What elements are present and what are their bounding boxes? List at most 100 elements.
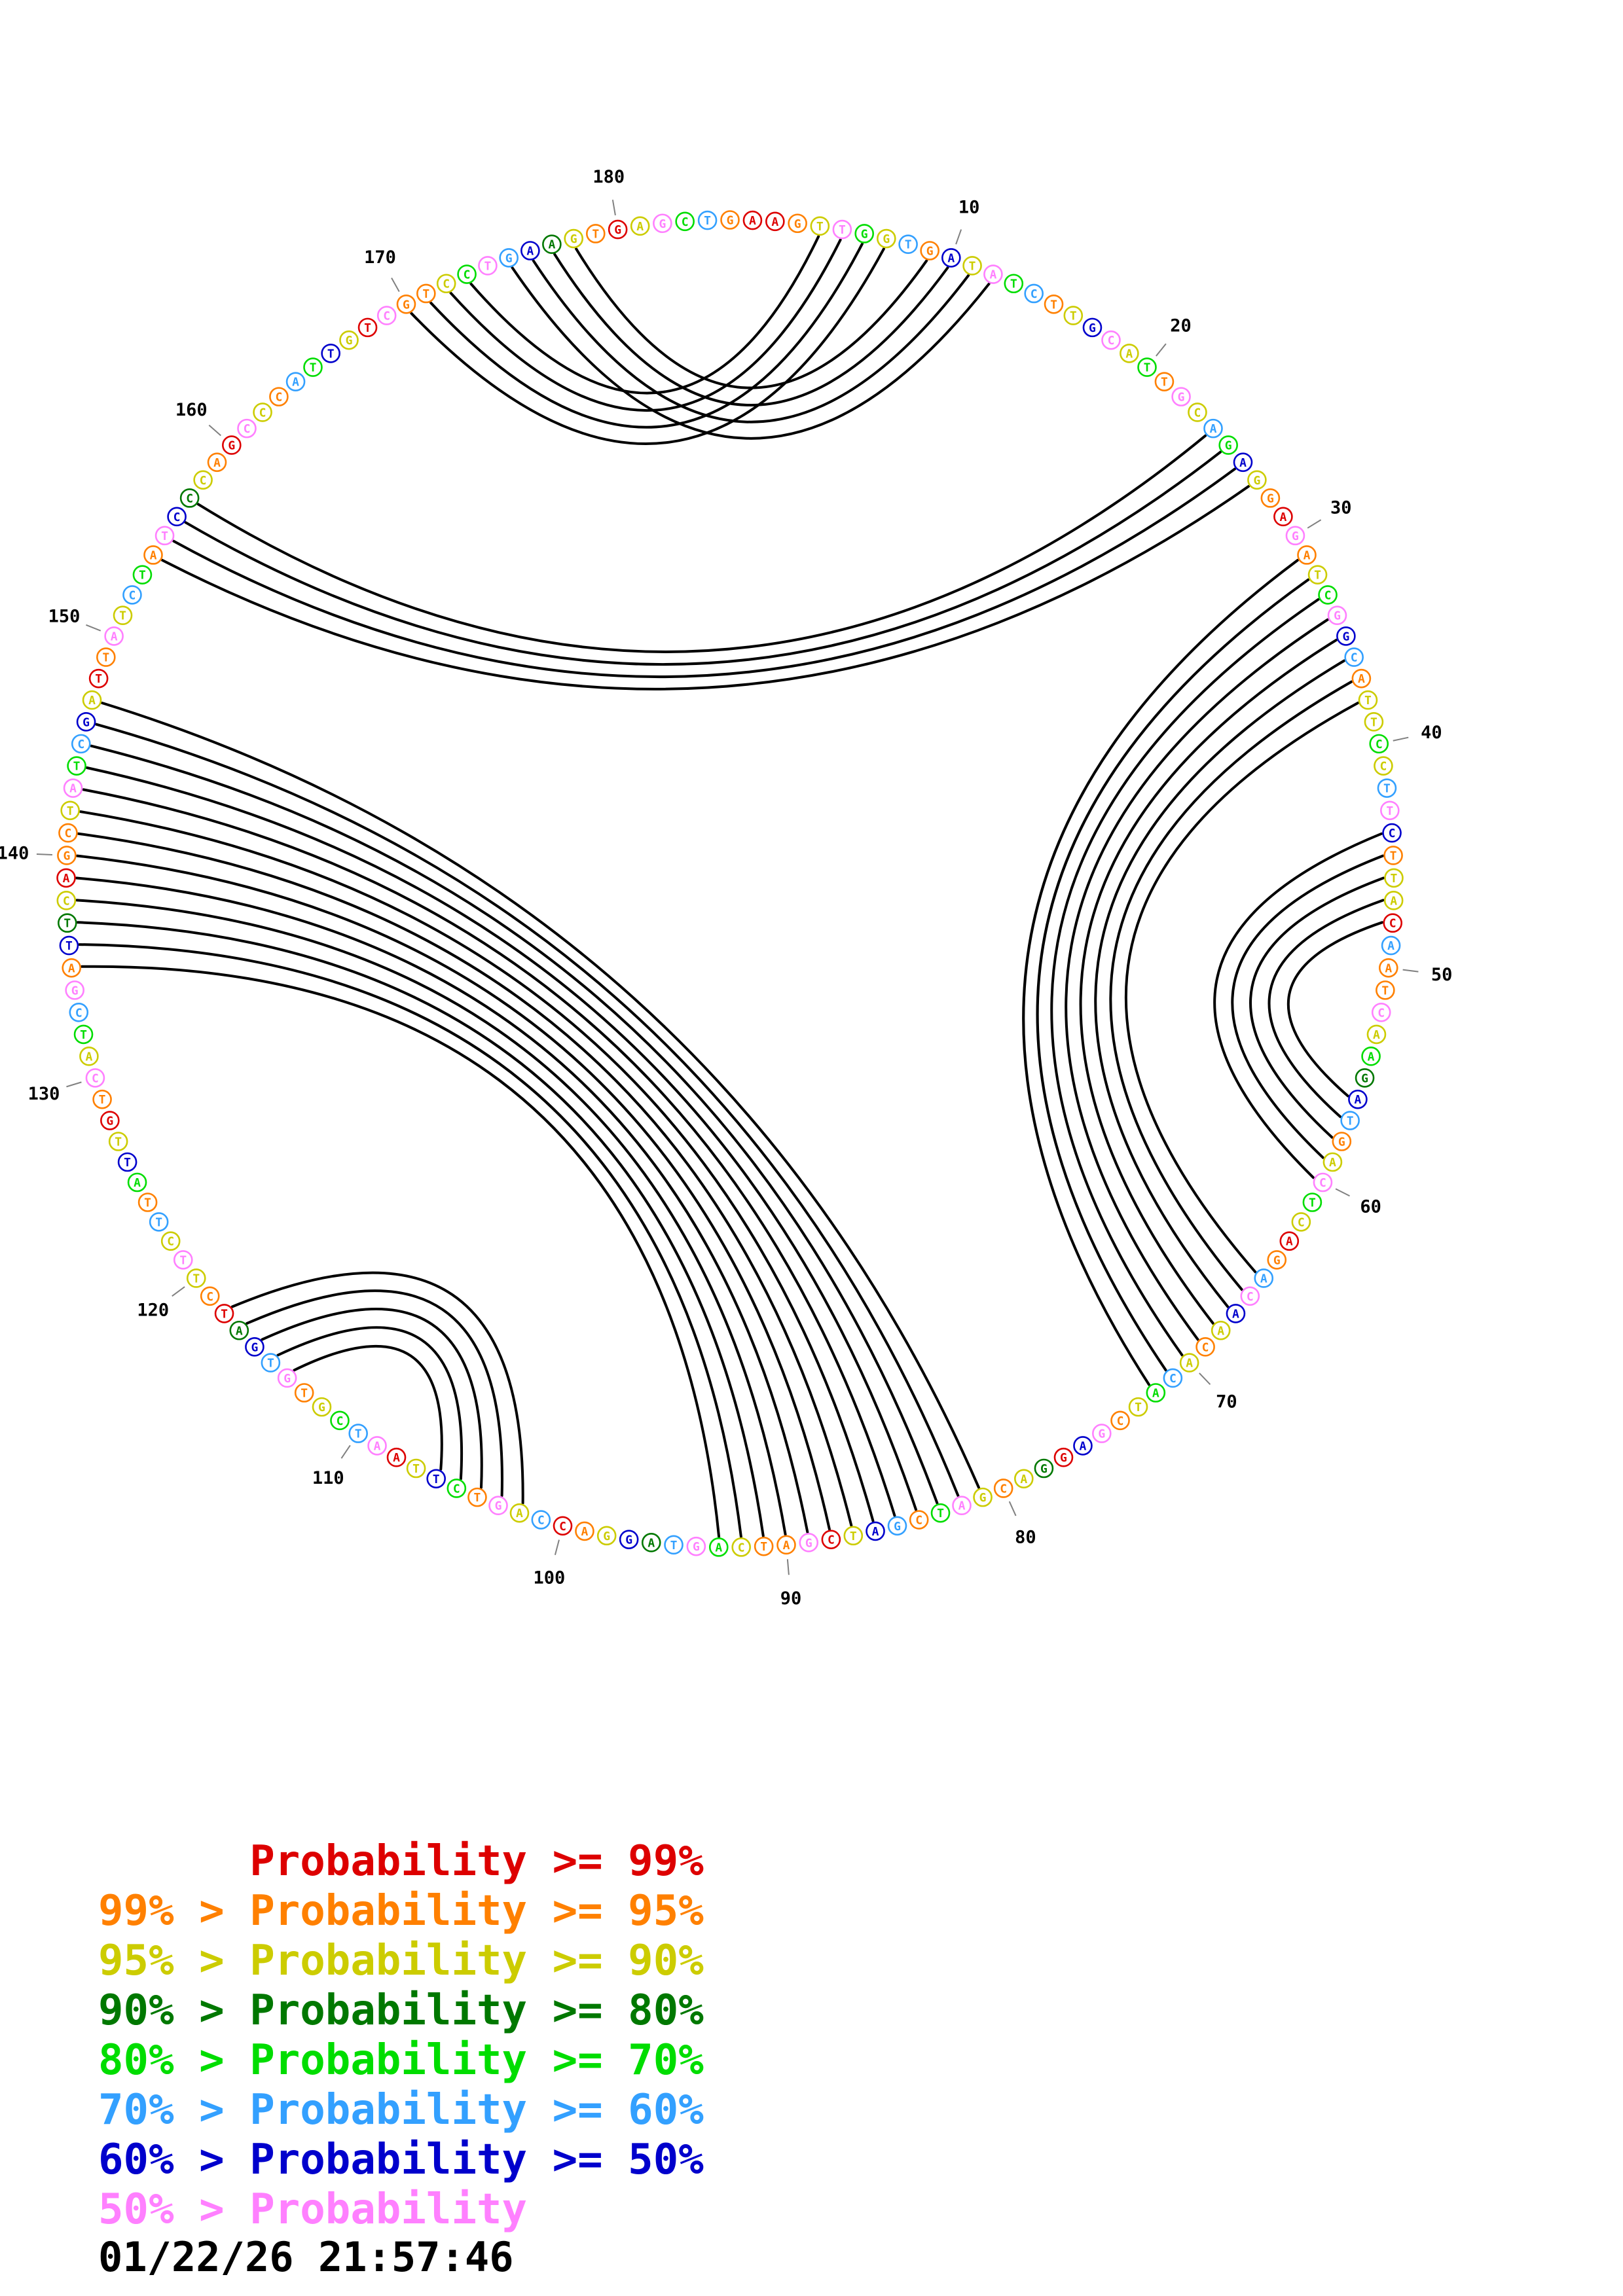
nucleotide-letter: C [1389, 917, 1396, 931]
nucleotide-letter: T [839, 223, 846, 237]
base-pair-arc [429, 242, 864, 429]
tick-label: 50 [1431, 965, 1453, 985]
nucleotide-ring [1344, 647, 1364, 667]
nucleotide-letter: T [115, 1135, 122, 1149]
nucleotide-ring [57, 846, 77, 865]
nucleotide-ring [261, 1353, 281, 1372]
nucleotide-letter: A [111, 630, 118, 643]
nucleotide-ring [1044, 294, 1064, 314]
nucleotide-ring [488, 1496, 508, 1516]
nucleotide-letter: G [659, 217, 666, 231]
nucleotide-ring [122, 585, 142, 605]
tick-label: 90 [780, 1588, 802, 1609]
nucleotide-ring [467, 1487, 487, 1507]
nucleotide-ring [193, 470, 213, 490]
nucleotide-letter: A [1232, 1307, 1239, 1321]
base-pair-arc [410, 247, 885, 445]
nucleotide-letter: T [1070, 310, 1077, 323]
nucleotide-letter: C [1319, 1176, 1326, 1190]
nucleotide-ring [339, 330, 359, 350]
nucleotide-letter: A [771, 215, 778, 229]
nucleotide-ring [76, 712, 96, 732]
nucleotide-ring [67, 756, 86, 776]
nucleotide-ring [149, 1212, 169, 1232]
nucleotide-ring [386, 1447, 407, 1467]
nucleotide-ring [509, 1503, 530, 1523]
nucleotide-letter: T [95, 672, 102, 686]
nucleotide-ring [1179, 1353, 1199, 1372]
nucleotide-letter: C [129, 588, 136, 602]
nucleotide-letter: G [861, 227, 868, 241]
plot-svg: 10 20 30 40 50 60 70 80 90 100 110 120 130 140 150 160 1… [0, 167, 1453, 1609]
nucleotide-letter: T [1010, 278, 1017, 291]
nucleotide-ring [436, 274, 456, 294]
nucleotide-letter: C [1376, 738, 1383, 751]
nucleotide-ring [1366, 1024, 1387, 1045]
base-pair-arc [1079, 638, 1338, 1325]
nucleotide-ring [877, 228, 896, 249]
nucleotide-letter: C [1351, 651, 1358, 665]
nucleotide-letter: A [1390, 894, 1397, 908]
base-pair-arc [1231, 854, 1385, 1159]
nucleotide-letter: T [1347, 1115, 1354, 1128]
base-pair-arc [90, 744, 939, 1505]
nucleotide-letter: T [1391, 872, 1398, 886]
nucleotide-letter: G [1060, 1451, 1067, 1465]
nucleotide-letter: G [1040, 1462, 1048, 1476]
nucleotide-ring [1247, 470, 1267, 490]
nucleotide-letter: G [1273, 1253, 1281, 1267]
tick-label: 30 [1330, 497, 1352, 518]
nucleotide-ring [520, 241, 540, 260]
tick-label: 60 [1360, 1196, 1381, 1217]
nucleotide-ring [983, 264, 1003, 284]
nucleotide-ring [127, 1172, 147, 1193]
legend-line-95-99: 99% > Probability >= 95% [98, 1887, 704, 1935]
tick-label: 180 [593, 167, 625, 187]
nucleotide-letter: A [581, 1525, 589, 1539]
nucleotide-letter: A [88, 694, 96, 708]
nucleotide-ring [832, 219, 852, 240]
base-pair-arc [575, 247, 928, 389]
base-pair-arc [1124, 702, 1360, 1274]
nucleotide-ring [1382, 823, 1402, 843]
tick-line [1402, 969, 1419, 973]
nucleotide-letter: C [915, 1514, 922, 1528]
nucleotide-ring [499, 248, 519, 268]
nucleotide-letter: T [412, 1462, 420, 1476]
tick-label: 40 [1421, 723, 1442, 743]
nucleotide-ring [585, 224, 606, 243]
nucleotide-letter: A [947, 251, 955, 265]
nucleotide-letter: C [186, 492, 193, 505]
nucleotide-letter: A [516, 1507, 523, 1520]
nucleotide-ring [1371, 1002, 1391, 1022]
nucleotide-ring [1188, 403, 1207, 422]
nucleotide-letter: T [1381, 984, 1389, 997]
nucleotide-letter: G [1267, 492, 1274, 505]
nucleotide-letter: A [86, 1050, 93, 1064]
nucleotide-ring [754, 1536, 774, 1556]
nucleotide-ring [776, 1535, 796, 1555]
nucleotide-ring [92, 1089, 112, 1109]
nucleotide-letter: C [1324, 588, 1332, 602]
nucleotide-ring [1240, 1286, 1260, 1306]
nucleotide-ring [253, 403, 272, 422]
base-pair-arc [184, 450, 1222, 666]
nucleotide-ring [69, 1002, 89, 1022]
nucleotide-letter: G [1338, 1135, 1345, 1149]
nucleotide-letter: T [850, 1530, 857, 1543]
nucleotide-ring [973, 1487, 993, 1507]
nucleotide-ring [799, 1533, 819, 1552]
nucleotide-ring [1273, 507, 1293, 527]
nucleotide-ring [60, 800, 80, 821]
nucleotide-letter: G [894, 1520, 901, 1534]
nucleotide-letter: T [969, 259, 976, 273]
tick-line [1156, 343, 1167, 357]
nucleotide-ring [1302, 1193, 1322, 1212]
nucleotide-ring [843, 1526, 864, 1546]
nucleotide-letter: A [749, 214, 756, 228]
nucleotide-ring [686, 1536, 706, 1556]
nucleotide-ring [294, 1383, 314, 1403]
nucleotide-ring [1154, 372, 1175, 391]
nucleotide-letter: T [937, 1507, 944, 1520]
nucleotide-letter: T [1144, 361, 1151, 375]
